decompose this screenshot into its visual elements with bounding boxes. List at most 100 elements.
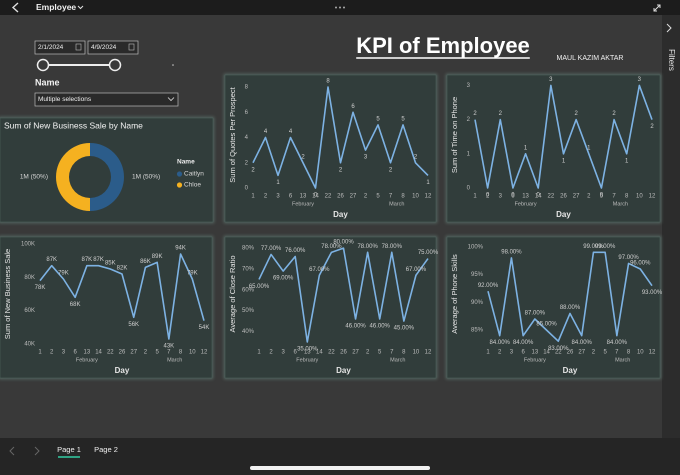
x-tick-label: 13 <box>84 350 91 356</box>
x-group-label: March <box>390 357 405 363</box>
calendar-icon[interactable] <box>128 43 135 51</box>
page-tab[interactable]: Page 1 <box>57 445 81 454</box>
data-label: 84.00% <box>513 340 534 346</box>
calendar-icon[interactable] <box>75 43 82 51</box>
y-tick-label: 90% <box>471 300 484 306</box>
x-tick-label: 7 <box>389 194 393 200</box>
data-label: 45.00% <box>394 326 415 332</box>
y-axis-title: Average of Phone Skills <box>450 254 459 334</box>
next-page[interactable] <box>34 446 40 456</box>
data-label: 54K <box>199 325 210 331</box>
filters-pane[interactable] <box>662 15 680 438</box>
expand-button[interactable] <box>653 4 661 12</box>
x-tick-label: 14 <box>316 350 323 356</box>
x-axis-title: Day <box>563 366 578 375</box>
start-date-box[interactable] <box>34 40 86 55</box>
x-tick-label: 14 <box>535 194 542 200</box>
x-tick-label: 22 <box>328 350 335 356</box>
data-label: 3 <box>549 77 553 83</box>
slicer-dot <box>172 64 174 66</box>
x-group-label: March <box>389 201 404 207</box>
data-label: 2 <box>650 124 654 130</box>
dot <box>343 6 345 9</box>
x-tick-label: 22 <box>548 194 555 200</box>
data-label: 94K <box>175 246 186 252</box>
chart-title: Sum of New Business Sale by Name <box>4 120 143 130</box>
slice-label: 1M (50%) <box>132 174 160 181</box>
data-label: 1 <box>587 145 591 151</box>
data-label: 92.00% <box>478 283 499 289</box>
page-tab[interactable]: Page 2 <box>94 445 118 454</box>
y-tick-label: 8 <box>245 85 249 91</box>
slider-handle[interactable] <box>36 58 50 72</box>
data-label: 35.00% <box>297 346 318 352</box>
y-tick-label: 0 <box>467 186 471 192</box>
x-tick-label: 22 <box>107 350 114 356</box>
name-slicer-label: Name <box>35 77 60 87</box>
x-axis-title: Day <box>336 366 351 375</box>
x-tick-label: 14 <box>95 350 102 356</box>
data-label: 6 <box>351 104 355 110</box>
data-label: 67.00% <box>406 267 427 273</box>
x-tick-label: 10 <box>413 350 420 356</box>
x-tick-label: 27 <box>350 194 357 200</box>
prev-page[interactable] <box>9 446 15 456</box>
x-tick-label: 27 <box>130 350 137 356</box>
x-tick-label: 27 <box>578 350 585 356</box>
page-title-chevron[interactable] <box>77 5 84 10</box>
x-tick-label: 14 <box>543 350 550 356</box>
slider-handle[interactable] <box>108 58 122 72</box>
data-label: 78.00% <box>382 244 403 250</box>
data-label: 87K <box>93 257 104 263</box>
filters-toggle[interactable] <box>666 23 672 33</box>
page-title[interactable]: Employee <box>36 2 76 12</box>
active-tab-indicator <box>58 456 80 458</box>
y-tick-label: 40% <box>242 329 255 335</box>
data-label: 0 <box>600 193 604 199</box>
data-label: 97.00% <box>618 255 639 261</box>
donut-slice <box>90 143 124 211</box>
line-chart: Average of Phone Skills 85%90%95%100%1 2 3 6… <box>450 244 663 375</box>
x-tick-label: 26 <box>567 350 574 356</box>
y-axis-title: Sum of New Business Sale <box>3 249 12 339</box>
x-tick-label: 6 <box>511 194 515 200</box>
data-label: 2 <box>612 111 616 117</box>
x-tick-label: 7 <box>390 350 394 356</box>
x-tick-label: 12 <box>201 350 208 356</box>
x-tick-label: 1 <box>473 194 477 200</box>
data-label: 2 <box>473 111 477 117</box>
x-tick-label: 6 <box>521 350 525 356</box>
dot <box>339 6 341 9</box>
y-axis-title: Sum of Quotes Per Prospect <box>228 86 237 182</box>
dropdown-chevron[interactable] <box>167 97 175 102</box>
data-label: 86K <box>140 259 151 265</box>
end-date-box[interactable] <box>87 40 139 55</box>
x-tick-label: 5 <box>155 350 159 356</box>
data-label: 4 <box>264 129 268 135</box>
x-tick-label: 2 <box>50 350 54 356</box>
data-label: 78K <box>35 285 46 291</box>
report-title: KPI of Employee <box>356 33 530 58</box>
back-button[interactable] <box>11 2 19 13</box>
x-tick-label: 2 <box>592 350 596 356</box>
more-options[interactable] <box>335 6 345 9</box>
data-label: 0 <box>486 193 490 199</box>
data-label: 2 <box>301 154 305 160</box>
name-dropdown[interactable] <box>34 92 179 107</box>
x-tick-label: 6 <box>294 350 298 356</box>
data-label: 85K <box>105 261 116 267</box>
x-axis-title: Day <box>115 366 130 375</box>
data-label: 2 <box>414 154 418 160</box>
x-tick-label: 27 <box>573 194 580 200</box>
x-group-label: February <box>292 201 314 207</box>
filters-label[interactable]: Filters <box>667 49 676 71</box>
data-label: 3 <box>364 155 368 161</box>
data-label: 84.00% <box>572 340 593 346</box>
data-label: 5 <box>401 116 405 122</box>
data-label: 80.00% <box>333 240 354 246</box>
data-label: 46.00% <box>370 324 391 330</box>
